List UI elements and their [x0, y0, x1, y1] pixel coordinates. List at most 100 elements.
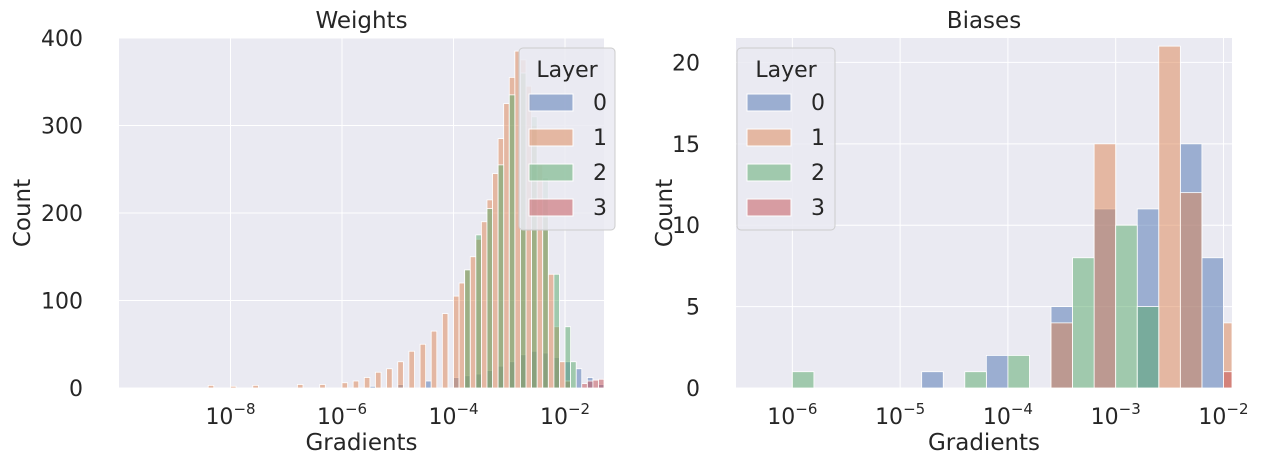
bar-layer-3: [586, 380, 594, 389]
bar-layer-2: [486, 208, 493, 389]
bar-layer-3: [1223, 371, 1233, 389]
bar-layer-2: [475, 234, 482, 389]
y-axis-label: Count: [652, 179, 678, 247]
x-tick-label: 10−5: [875, 400, 925, 430]
legend-swatch-layer-1: [528, 128, 574, 147]
x-tick-label: 10−2: [540, 400, 590, 430]
bar-layer-2: [508, 94, 516, 389]
bar-layer-1: [453, 295, 460, 389]
bar-layer-1: [375, 371, 382, 389]
bar-layer-0: [425, 380, 432, 389]
legend-title: Layer: [755, 58, 817, 83]
bar-layer-2: [964, 371, 987, 389]
bar-layer-3: [581, 383, 588, 389]
legend: Layer 0 1 2 3: [518, 47, 616, 231]
bar-layer-1: [363, 377, 371, 389]
bar-layer-0: [369, 385, 376, 389]
x-axis-label: Gradients: [928, 430, 1040, 456]
y-tick-label: 400: [41, 27, 83, 52]
legend-label-layer-2: 2: [593, 161, 607, 186]
bar-layer-1: [430, 330, 438, 389]
bar-layer-1: [492, 173, 499, 389]
bar-layer-1: [469, 256, 477, 389]
bar-layer-1: [352, 380, 360, 389]
legend: Layer 0 1 2 3: [736, 47, 836, 231]
legend-label-layer-0: 0: [811, 91, 825, 116]
legend-label-layer-3: 3: [811, 196, 825, 221]
bar-layer-2: [497, 164, 505, 389]
bar-layer-1: [480, 221, 488, 389]
x-tick-label: 10−8: [205, 400, 255, 430]
x-tick-label: 10−4: [428, 400, 478, 430]
bar-layer-0: [1201, 257, 1224, 389]
bar-layer-1: [458, 282, 466, 389]
bar-layer-2: [1136, 306, 1160, 389]
bar-layer-2: [564, 326, 572, 389]
bar-layer-1: [341, 382, 348, 389]
bar-layer-2: [791, 371, 815, 389]
legend-label-layer-2: 2: [811, 161, 825, 186]
legend-title: Layer: [536, 58, 598, 83]
x-tick-label: 10−4: [983, 400, 1033, 430]
y-tick-label: 0: [69, 377, 83, 402]
bar-layer-1: [230, 385, 237, 389]
legend-swatch-layer-3: [528, 198, 574, 217]
legend-swatch-layer-0: [528, 93, 574, 112]
legend-label-layer-1: 1: [593, 126, 607, 151]
y-tick-label: 20: [672, 51, 700, 76]
x-axis-label: Gradients: [305, 430, 417, 456]
y-tick-label: 15: [672, 133, 700, 158]
bar-layer-1: [408, 350, 415, 389]
x-tick-label: 10−2: [1198, 400, 1248, 430]
legend-swatch-layer-3: [746, 198, 792, 217]
y-tick-label: 10: [672, 214, 700, 239]
bar-layer-1: [397, 361, 404, 389]
legend-label-layer-0: 0: [593, 91, 607, 116]
weights-chart: 0 100 200 300 400 10−8 10−6 10−4 10−2 Weights Grad…: [10, 8, 616, 456]
legend-label-layer-1: 1: [811, 126, 825, 151]
bar-layer-3: [592, 379, 599, 389]
bar-layer-2: [1007, 355, 1030, 389]
bar-layer-1: [419, 343, 427, 389]
bar-layer-1: [207, 384, 215, 389]
bar-layer-1: [319, 384, 326, 389]
x-tick-label: 10−6: [317, 400, 367, 430]
bar-layer-1: [503, 103, 510, 389]
bar-layer-0: [921, 371, 944, 389]
y-tick-label: 5: [686, 296, 700, 321]
x-tick-label: 10−3: [1091, 400, 1141, 430]
y-tick-label: 100: [41, 290, 83, 315]
bar-layer-2: [570, 361, 577, 389]
legend-label-layer-3: 3: [593, 196, 607, 221]
y-tick-label: 200: [41, 202, 83, 227]
bar-layer-0: [575, 368, 583, 389]
bar-layer-1: [1158, 45, 1181, 389]
bar-layer-2: [1115, 224, 1138, 389]
y-tick-label: 0: [686, 377, 700, 402]
bar-layer-3: [598, 378, 605, 389]
bar-layer-2: [464, 269, 471, 389]
x-tick-label: 10−6: [767, 400, 817, 430]
bar-layer-1: [547, 273, 555, 389]
legend-swatch-layer-1: [746, 128, 792, 147]
legend-swatch-layer-2: [528, 163, 574, 182]
y-axis-label: Count: [10, 179, 36, 247]
legend-swatch-layer-2: [746, 163, 792, 182]
bar-layer-1: [559, 361, 566, 389]
bar-layer-1: [1093, 143, 1117, 389]
bar-layer-1: [297, 384, 304, 389]
bar-layer-0: [985, 355, 1009, 389]
bar-layer-1: [386, 368, 393, 389]
bar-layer-2: [1072, 257, 1095, 389]
bar-layer-2: [553, 273, 560, 389]
chart-title: Biases: [947, 8, 1021, 34]
legend-swatch-layer-0: [746, 93, 792, 112]
bar-layer-1: [441, 313, 449, 389]
bar-layer-1: [252, 384, 259, 389]
bar-layer-1: [1179, 192, 1203, 389]
bar-layer-1: [1050, 322, 1073, 389]
chart-title: Weights: [315, 8, 407, 34]
y-tick-label: 300: [41, 115, 83, 140]
